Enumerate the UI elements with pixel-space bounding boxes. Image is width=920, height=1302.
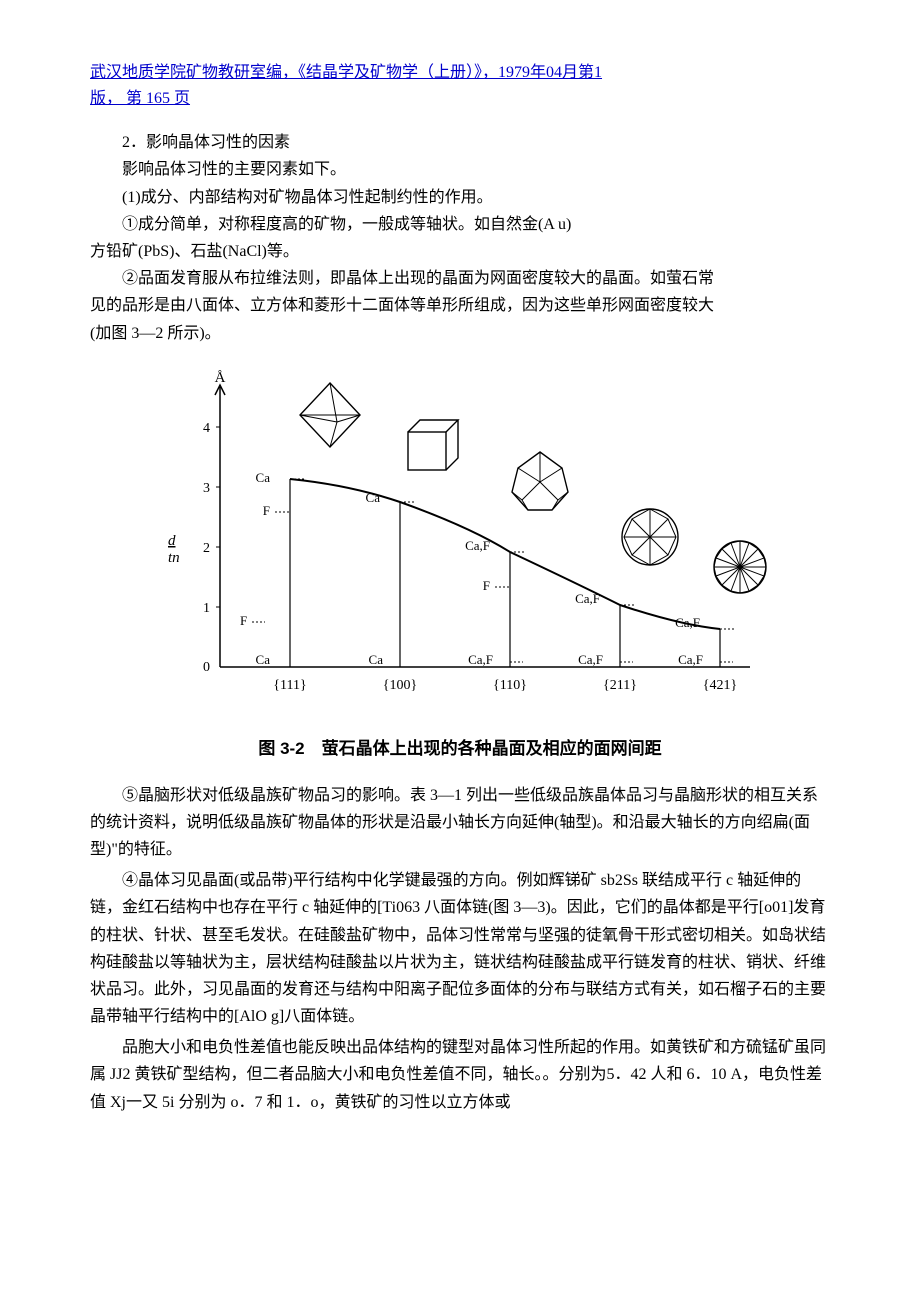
svg-text:F: F [240, 613, 247, 628]
svg-text:d: d [168, 533, 176, 549]
rhombic-dodeca-icon [512, 452, 568, 510]
svg-text:{211}: {211} [603, 678, 637, 693]
svg-text:tn: tn [168, 550, 180, 566]
octahedron-icon [300, 383, 360, 447]
item-circle2-c: (加图 3—2 所示)。 [90, 320, 830, 347]
svg-text:{100}: {100} [383, 678, 417, 693]
svg-text:Ca: Ca [366, 490, 381, 505]
item-circle2-a: ②品面发育服从布拉维法则，即晶体上出现的晶面为网面密度较大的晶面。如萤石常 [90, 265, 830, 292]
svg-text:2: 2 [203, 541, 210, 556]
intro-line: 影响品体习性的主要冈素如下。 [90, 156, 830, 183]
svg-text:Ca: Ca [256, 652, 271, 667]
para-circle4: ④晶体习见晶面(或品带)平行结构中化学键最强的方向。例如辉锑矿 sb2Ss 联结… [90, 867, 830, 1030]
body-text: 2．影响晶体习性的因素 影响品体习性的主要冈素如下。 (1)成分、内部结构对矿物… [90, 129, 830, 347]
item-circle2-b: 见的品形是由八面体、立方体和菱形十二面体等单形所组成，因为这些单形网面密度较大 [90, 292, 830, 319]
item-circle1-a: ①成分简单，对称程度高的矿物，一般成等轴状。如自然金(A u) [90, 211, 830, 238]
svg-text:Ca,F: Ca,F [578, 652, 603, 667]
svg-text:Ca,F: Ca,F [575, 591, 600, 606]
item-1: (1)成分、内部结构对矿物晶体习性起制约性的作用。 [90, 184, 830, 211]
svg-text:{111}: {111} [273, 678, 306, 693]
figure-caption: 图 3-2 萤石晶体上出现的各种晶面及相应的面网间距 [90, 735, 830, 764]
svg-text:Ca,F: Ca,F [678, 652, 703, 667]
svg-text:Ca,F: Ca,F [675, 615, 700, 630]
hexoctahedron-icon [714, 541, 766, 593]
svg-text:{110}: {110} [493, 678, 527, 693]
item-circle1-b: 方铅矿(PbS)、石盐(NaCl)等。 [90, 238, 830, 265]
svg-text:Ca: Ca [369, 652, 384, 667]
citation-line1: 武汉地质学院矿物教研室编，《结晶学及矿物学（上册）》，1979年04月第1 [90, 64, 602, 81]
para-circle5: ⑤晶脑形状对低级晶族矿物品习的影响。表 3—1 列出一些低级品族晶体品习与晶脑形… [90, 782, 830, 864]
svg-text:3: 3 [203, 481, 210, 496]
trapezohedron-icon [622, 509, 678, 565]
cube-icon [408, 420, 458, 470]
svg-text:4: 4 [203, 421, 210, 436]
figure-3-2: Å 4 3 2 1 0 d tn Ca Ca Ca,F Ca,F Ca,F [90, 367, 830, 764]
svg-text:1: 1 [203, 601, 210, 616]
svg-text:Ca,F: Ca,F [468, 652, 493, 667]
chart-svg: Å 4 3 2 1 0 d tn Ca Ca Ca,F Ca,F Ca,F [140, 367, 780, 727]
citation-link[interactable]: 武汉地质学院矿物教研室编，《结晶学及矿物学（上册）》，1979年04月第1 版，… [90, 60, 830, 111]
citation-line2: 版， 第 165 页 [90, 90, 190, 107]
svg-text:Ca,F: Ca,F [465, 538, 490, 553]
svg-text:0: 0 [203, 660, 210, 675]
svg-text:{421}: {421} [703, 678, 737, 693]
svg-text:Ca: Ca [256, 470, 271, 485]
svg-text:F: F [483, 578, 490, 593]
svg-text:F: F [263, 503, 270, 518]
para-last: 品胞大小和电负性差值也能反映出品体结构的键型对晶体习性所起的作用。如黄铁矿和方硫… [90, 1034, 830, 1116]
svg-text:Å: Å [215, 370, 226, 386]
section-heading: 2．影响晶体习性的因素 [90, 129, 830, 156]
